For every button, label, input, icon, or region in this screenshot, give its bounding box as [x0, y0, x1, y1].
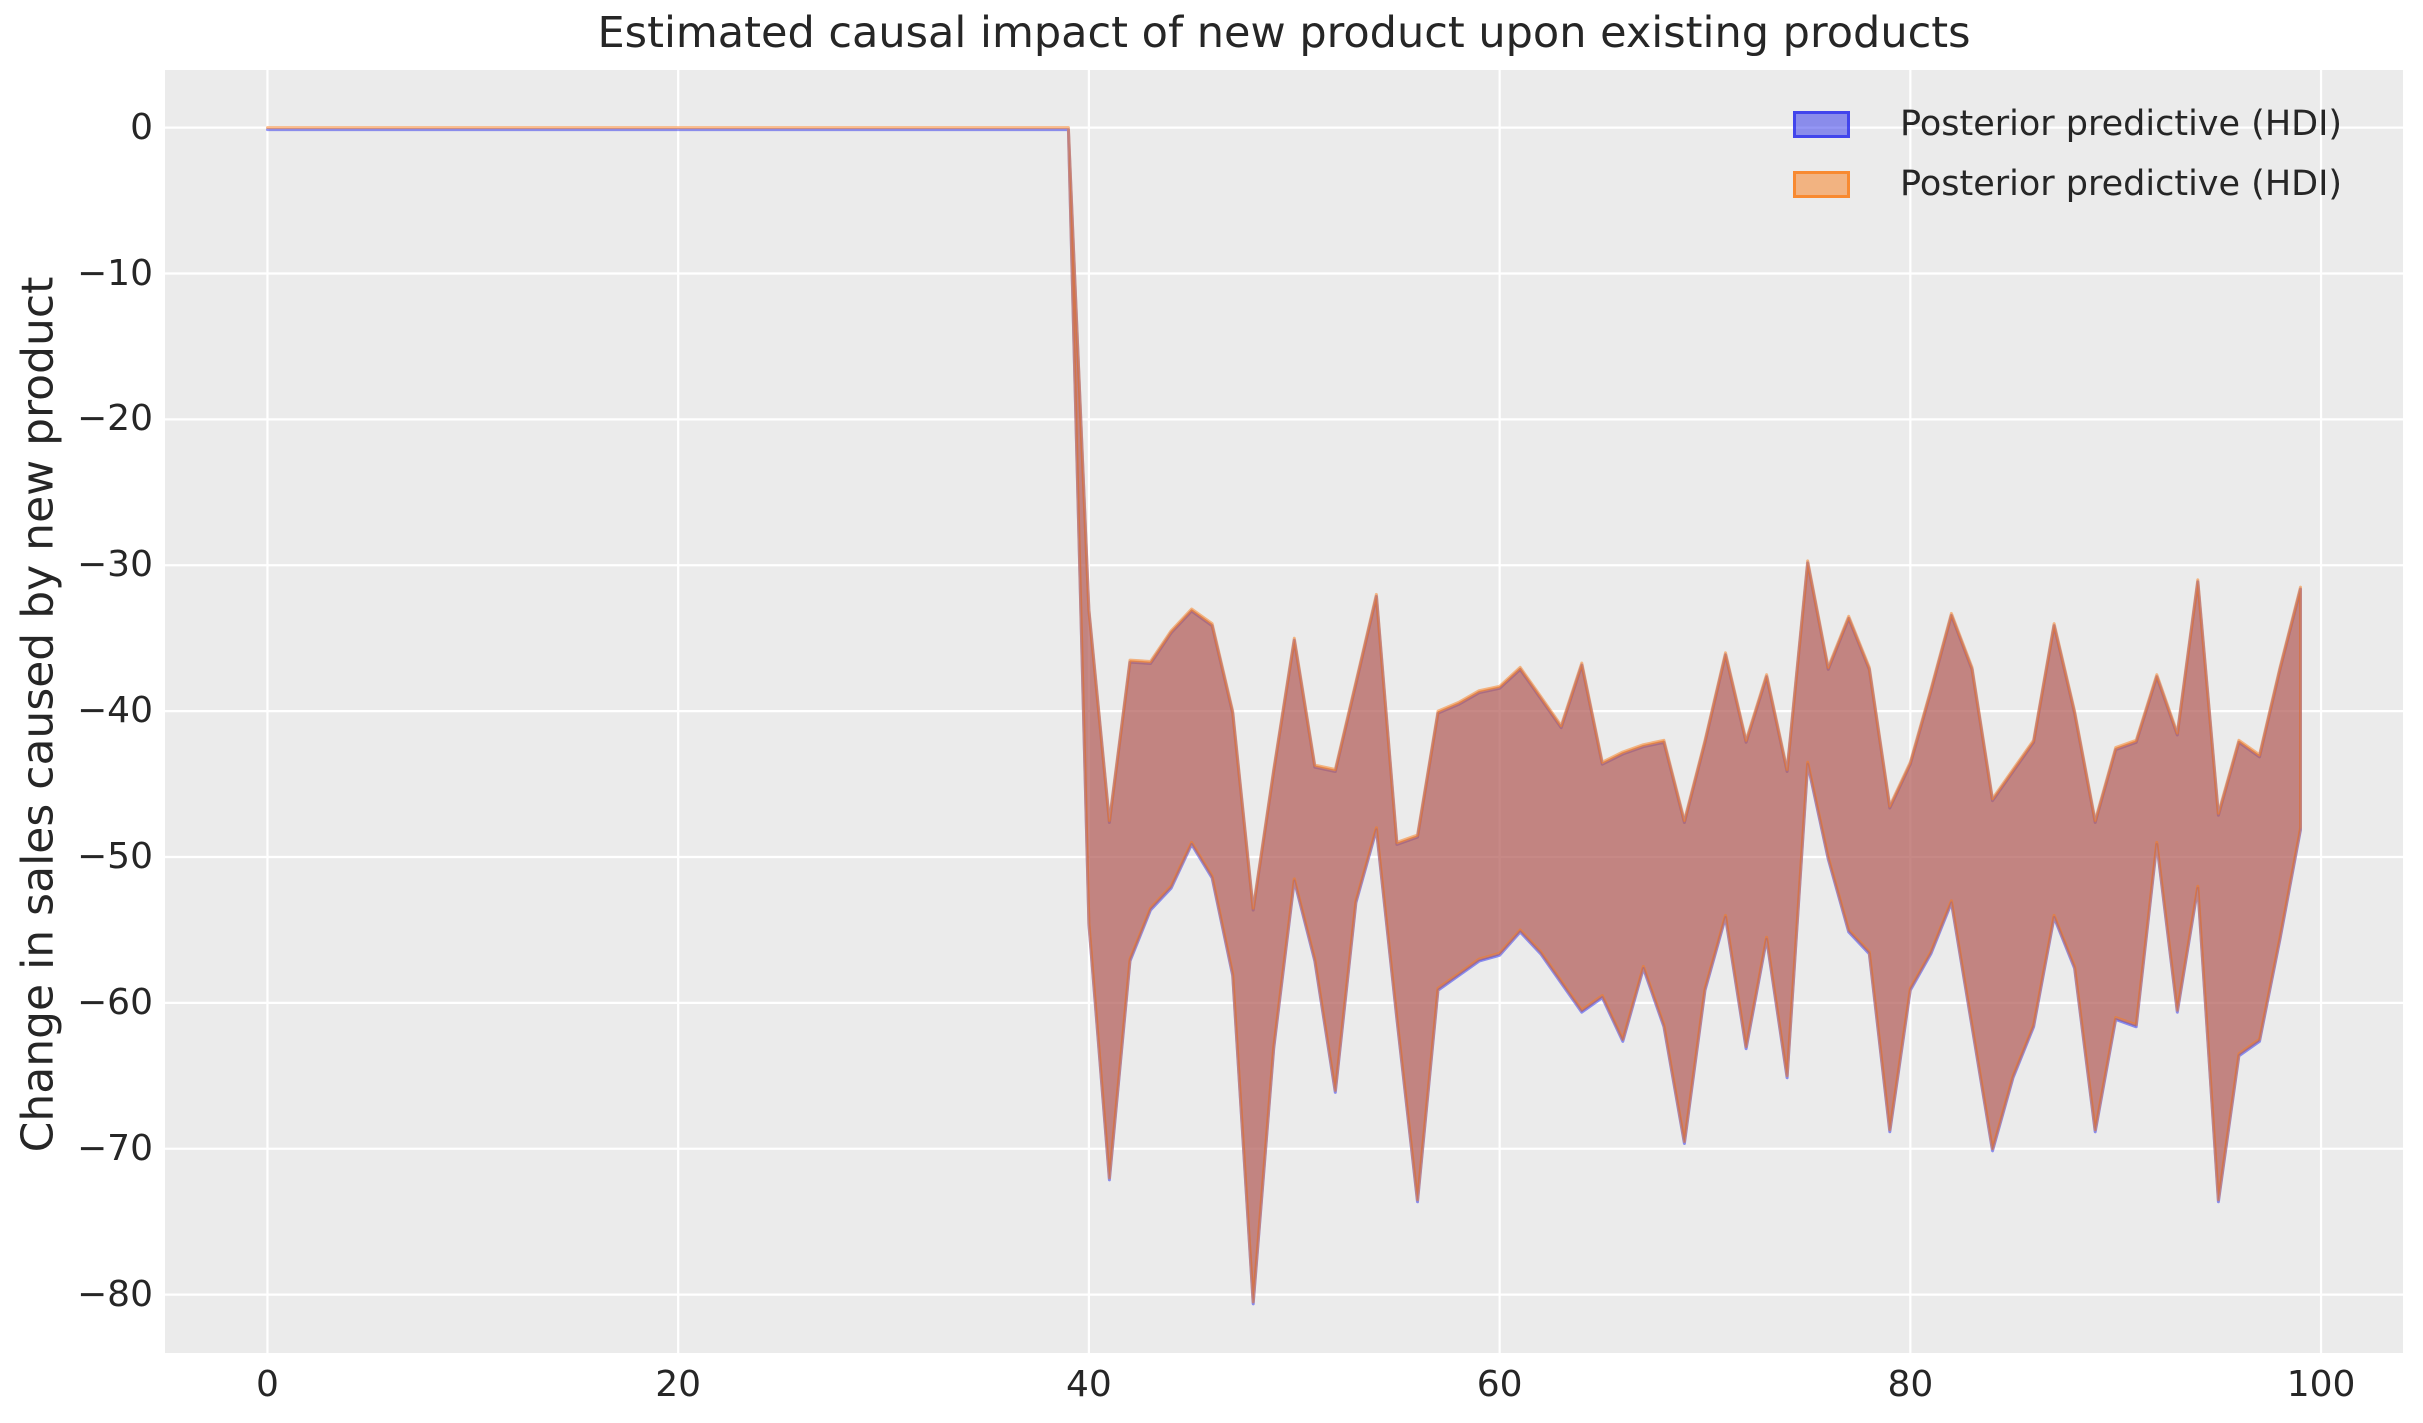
y-tick-label: −60 [77, 981, 153, 1023]
legend-label: Posterior predictive (HDI) [1900, 104, 2343, 144]
legend-swatch-blue [1793, 110, 1850, 138]
hdi-band-orange [266, 126, 2302, 1304]
legend: Posterior predictive (HDI) Posterior pre… [1793, 104, 2343, 226]
legend-entry-blue: Posterior predictive (HDI) [1793, 104, 2343, 144]
y-tick-label: 0 [130, 106, 153, 148]
y-tick-label: −70 [77, 1127, 153, 1169]
x-tick-label: 40 [1066, 1364, 1112, 1405]
chart-canvas [165, 70, 2403, 1353]
y-tick-label: −10 [77, 252, 153, 294]
x-tick-label: 100 [2286, 1364, 2356, 1405]
y-tick-label: −80 [77, 1273, 153, 1315]
y-tick-label: −20 [77, 398, 153, 440]
y-tick-label: −30 [77, 544, 153, 586]
chart-title: Estimated causal impact of new product u… [597, 8, 1971, 58]
legend-swatch-orange [1793, 170, 1850, 198]
x-tick-label: 60 [1476, 1364, 1523, 1405]
legend-entry-orange: Posterior predictive (HDI) [1793, 164, 2343, 204]
y-tick-label: −40 [77, 690, 153, 732]
plot-area: Posterior predictive (HDI) Posterior pre… [165, 70, 2403, 1353]
legend-label: Posterior predictive (HDI) [1900, 164, 2343, 204]
y-tick-label: −50 [77, 836, 153, 877]
x-tick-label: 0 [256, 1364, 279, 1405]
x-tick-label: 80 [1887, 1364, 1934, 1405]
x-tick-label: 20 [655, 1364, 702, 1405]
